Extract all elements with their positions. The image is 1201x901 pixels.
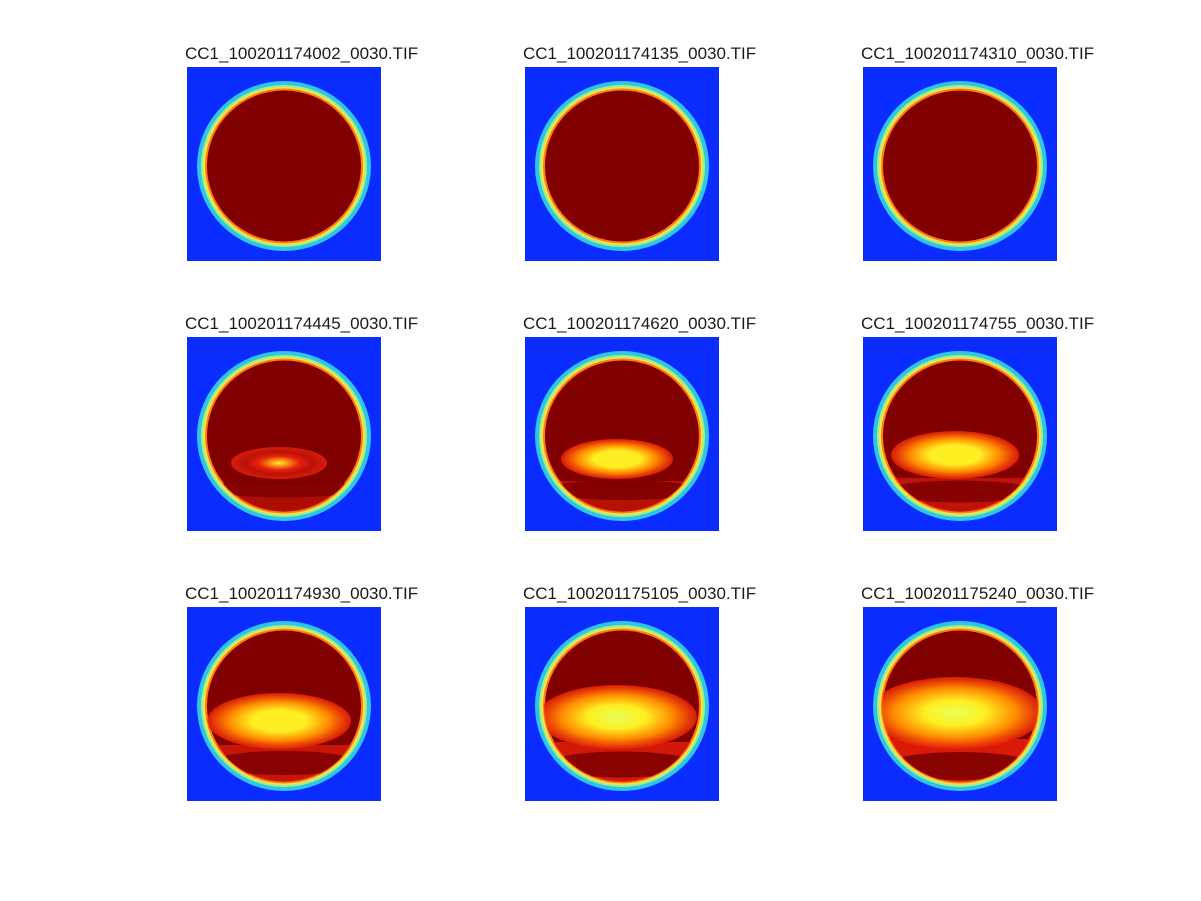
- subplot-title: CC1_100201174002_0030.TIF: [185, 44, 419, 63]
- subplot-6: CC1_100201174755_0030.TIF: [861, 314, 1131, 534]
- heatmap-image: [525, 337, 719, 531]
- subplot-title: CC1_100201174445_0030.TIF: [185, 314, 419, 333]
- subplot-7: CC1_100201174930_0030.TIF: [185, 584, 455, 804]
- subplot-4: CC1_100201174445_0030.TIF: [185, 314, 455, 534]
- heatmap-marks: [525, 337, 719, 531]
- heatmap-marks: [863, 607, 1057, 801]
- subplot-9: CC1_100201175240_0030.TIF: [861, 584, 1131, 804]
- heatmap-image: [863, 337, 1057, 531]
- heatmap-marks: [863, 67, 1057, 261]
- subplot-5: CC1_100201174620_0030.TIF: [523, 314, 793, 534]
- heatmap-image: [863, 67, 1057, 261]
- heatmap-marks: [187, 67, 381, 261]
- heatmap-image: [525, 67, 719, 261]
- heatmap-marks: [525, 607, 719, 801]
- heatmap-image: [525, 607, 719, 801]
- subplot-1: CC1_100201174002_0030.TIF: [185, 44, 455, 264]
- subplot-8: CC1_100201175105_0030.TIF: [523, 584, 793, 804]
- heatmap-image: [863, 607, 1057, 801]
- heatmap-marks: [525, 67, 719, 261]
- heatmap-marks: [187, 607, 381, 801]
- heatmap-image: [187, 67, 381, 261]
- heatmap-image: [187, 337, 381, 531]
- subplot-title: CC1_100201175240_0030.TIF: [861, 584, 1095, 603]
- subplot-title: CC1_100201174135_0030.TIF: [523, 44, 757, 63]
- subplot-2: CC1_100201174135_0030.TIF: [523, 44, 793, 264]
- subplot-title: CC1_100201174930_0030.TIF: [185, 584, 419, 603]
- subplot-title: CC1_100201174310_0030.TIF: [861, 44, 1095, 63]
- subplot-title: CC1_100201175105_0030.TIF: [523, 584, 757, 603]
- subplot-title: CC1_100201174620_0030.TIF: [523, 314, 757, 333]
- subplot-3: CC1_100201174310_0030.TIF: [861, 44, 1131, 264]
- heatmap-marks: [863, 337, 1057, 531]
- heatmap-image: [187, 607, 381, 801]
- heatmap-marks: [187, 337, 381, 531]
- subplot-title: CC1_100201174755_0030.TIF: [861, 314, 1095, 333]
